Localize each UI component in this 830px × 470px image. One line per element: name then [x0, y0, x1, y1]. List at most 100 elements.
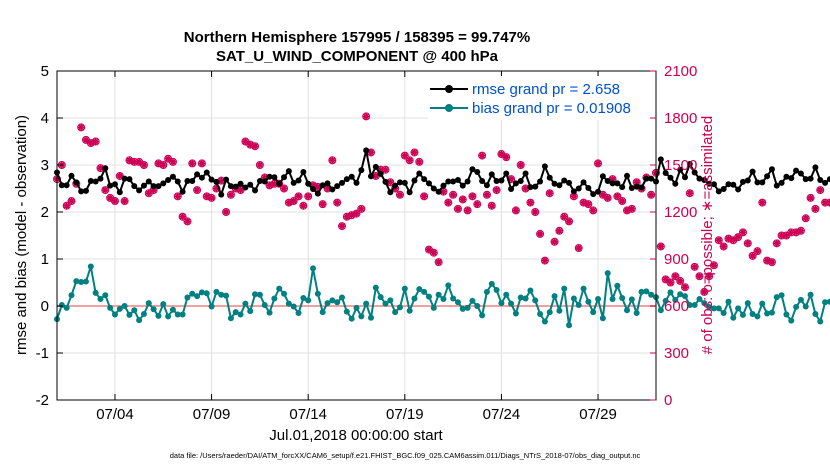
- obs-assimilated-marker: [290, 197, 298, 205]
- obs-assimilated-marker: [343, 213, 351, 221]
- rmse-point: [812, 164, 819, 171]
- rmse-point: [440, 182, 447, 189]
- bias-point: [691, 302, 698, 309]
- obs-assimilated-marker: [87, 139, 95, 147]
- obs-assimilated-marker: [724, 235, 733, 243]
- obs-assimilated-marker: [96, 164, 105, 172]
- bias-point: [677, 291, 684, 298]
- bias-point: [116, 305, 123, 312]
- obs-assimilated-marker: [261, 173, 269, 182]
- rmse-point: [305, 180, 312, 187]
- rmse-point: [353, 179, 360, 186]
- rmse-point: [788, 175, 795, 182]
- bias-point: [300, 295, 307, 302]
- y-tick-label-right: 1800: [664, 110, 697, 127]
- rmse-point: [744, 177, 751, 184]
- rmse-point: [445, 178, 452, 185]
- rmse-point: [512, 180, 519, 187]
- obs-assimilated-marker: [526, 199, 535, 207]
- bias-point: [102, 292, 109, 299]
- bias-point: [261, 302, 268, 309]
- rmse-point: [111, 181, 118, 188]
- bias-point: [706, 303, 713, 310]
- bias-point: [155, 312, 162, 319]
- obs-assimilated-marker: [454, 205, 462, 213]
- obs-assimilated-marker: [468, 192, 477, 200]
- bias-point: [488, 280, 495, 287]
- bias-point: [121, 303, 128, 309]
- rmse-point: [595, 188, 602, 195]
- obs-assimilated-marker: [212, 184, 221, 193]
- obs-assimilated-marker: [121, 197, 129, 205]
- bias-point: [411, 295, 418, 302]
- bias-point: [232, 309, 239, 316]
- obs-assimilated-marker: [492, 186, 501, 194]
- rmse-point: [189, 177, 196, 184]
- obs-assimilated-marker: [768, 258, 776, 266]
- obs-assimilated-marker: [203, 192, 211, 200]
- rmse-point: [604, 177, 611, 184]
- bias-point: [329, 297, 336, 304]
- rmse-point: [78, 188, 85, 195]
- data-file-footnote: data file: /Users/raeder/DAI/ATM_forcXX/…: [170, 451, 641, 460]
- bias-series: [54, 263, 830, 329]
- bias-point: [585, 298, 592, 305]
- bias-point: [92, 289, 99, 296]
- x-tick-label: 07/09: [193, 406, 231, 423]
- rmse-point: [532, 183, 539, 190]
- rmse-series: [54, 147, 830, 198]
- obs-assimilated-marker: [797, 227, 805, 235]
- obs-assimilated-marker: [145, 189, 153, 197]
- rmse-point: [773, 182, 780, 189]
- rmse-point: [681, 174, 688, 181]
- rmse-point: [826, 176, 830, 183]
- rmse-point: [382, 178, 389, 185]
- bias-point: [648, 291, 655, 298]
- obs-assimilated-marker: [541, 256, 549, 265]
- rmse-point: [527, 184, 534, 191]
- bias-point: [194, 293, 201, 300]
- obs-assimilated-marker: [753, 247, 762, 255]
- bias-point: [184, 294, 191, 301]
- obs-assimilated-marker: [464, 206, 472, 215]
- rmse-point: [648, 175, 655, 182]
- rmse-point: [817, 177, 824, 184]
- x-axis-label: Jul.01,2018 00:00:00 start: [269, 427, 443, 444]
- rmse-point: [643, 175, 650, 182]
- obs-assimilated-marker: [792, 228, 800, 236]
- rmse-point: [479, 177, 486, 184]
- obs-assimilated-marker: [662, 275, 670, 283]
- rmse-point: [58, 182, 65, 189]
- rmse-point: [121, 175, 128, 182]
- rmse-point: [126, 176, 133, 183]
- rmse-point: [367, 173, 374, 180]
- bias-point: [662, 297, 669, 304]
- bias-point: [416, 286, 423, 293]
- bias-point: [735, 305, 742, 312]
- rmse-point: [285, 168, 292, 175]
- obs-assimilated-marker: [265, 181, 274, 189]
- rmse-point: [561, 177, 568, 184]
- rmse-point: [358, 167, 365, 174]
- bias-point: [203, 290, 210, 297]
- rmse-point: [87, 177, 94, 184]
- bias-point: [324, 300, 331, 307]
- obs-assimilated-marker: [507, 175, 515, 183]
- bias-point: [430, 304, 437, 311]
- rmse-point: [416, 170, 423, 177]
- legend-rmse-marker: [445, 85, 453, 93]
- bias-point: [822, 299, 829, 306]
- bias-point: [150, 306, 157, 313]
- bias-point: [237, 311, 244, 318]
- obs-assimilated-marker: [517, 161, 525, 169]
- rmse-point: [657, 156, 664, 163]
- x-tick-label: 07/04: [96, 406, 134, 423]
- x-tick-label: 07/14: [289, 406, 327, 423]
- obs-assimilated-marker: [546, 189, 554, 197]
- bias-point: [474, 303, 481, 309]
- bias-point: [720, 310, 727, 317]
- rmse-point: [392, 182, 399, 189]
- rmse-point: [619, 184, 626, 191]
- rmse-point: [401, 179, 408, 186]
